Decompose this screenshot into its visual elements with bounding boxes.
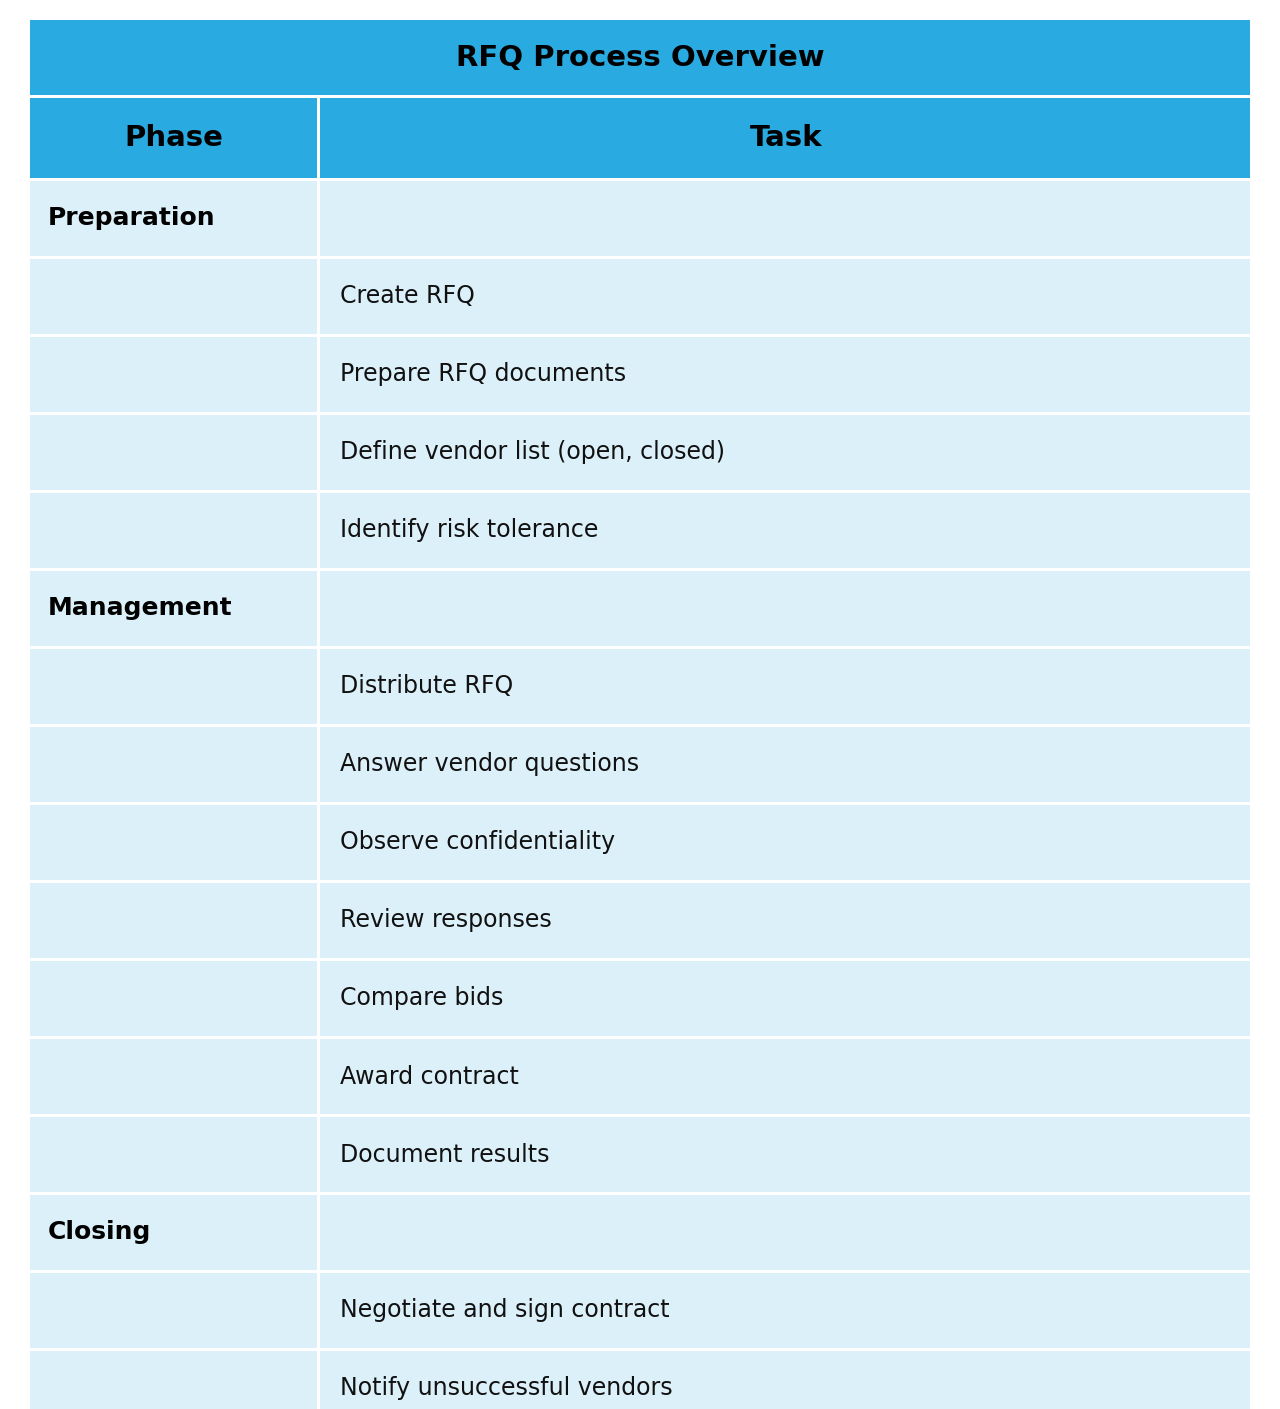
Text: Negotiate and sign contract: Negotiate and sign contract [339, 1299, 669, 1323]
Bar [320, 493, 1251, 568]
Bar [316, 1117, 320, 1192]
Bar [316, 571, 320, 645]
Text: Prepare RFQ documents: Prepare RFQ documents [339, 362, 626, 386]
Bar [29, 1117, 316, 1192]
Text: Distribute RFQ: Distribute RFQ [339, 675, 513, 699]
Bar [29, 1348, 1251, 1351]
Bar [29, 1272, 316, 1348]
Bar [316, 1351, 320, 1409]
Bar [29, 883, 316, 958]
Bar [320, 727, 1251, 802]
Bar [29, 490, 1251, 493]
Bar [316, 337, 320, 411]
Bar [316, 416, 320, 490]
Bar [29, 727, 316, 802]
Text: Phase: Phase [124, 124, 223, 152]
Text: Answer vendor questions: Answer vendor questions [339, 752, 639, 776]
Bar [316, 99, 320, 178]
Bar [320, 1351, 1251, 1409]
Text: Compare bids: Compare bids [339, 986, 503, 1010]
Text: Notify unsuccessful vendors: Notify unsuccessful vendors [339, 1377, 672, 1401]
Bar [29, 416, 316, 490]
Bar [320, 650, 1251, 724]
Bar [29, 178, 1251, 180]
Bar [29, 881, 1251, 883]
Bar [29, 180, 316, 256]
Bar [316, 1195, 320, 1270]
Bar [29, 99, 1251, 178]
Bar [29, 334, 1251, 337]
Bar [29, 20, 1251, 94]
Bar [29, 802, 1251, 805]
Bar [320, 416, 1251, 490]
Bar [320, 805, 1251, 881]
Bar [29, 1351, 316, 1409]
Bar [29, 411, 1251, 416]
Bar [320, 1272, 1251, 1348]
Bar [29, 645, 1251, 650]
Bar [316, 1038, 320, 1115]
Bar [316, 805, 320, 881]
Text: Award contract: Award contract [339, 1065, 518, 1089]
Bar [29, 1195, 316, 1270]
Bar [316, 961, 320, 1036]
Text: Define vendor list (open, closed): Define vendor list (open, closed) [339, 441, 724, 465]
Bar [29, 337, 316, 411]
Bar [29, 94, 1251, 99]
Text: Create RFQ: Create RFQ [339, 285, 475, 309]
Bar [320, 1117, 1251, 1192]
Bar [316, 883, 320, 958]
Text: Review responses: Review responses [339, 909, 552, 933]
Bar [316, 259, 320, 334]
Bar [320, 1195, 1251, 1270]
Bar [316, 650, 320, 724]
Text: Observe confidentiality: Observe confidentiality [339, 830, 614, 854]
Bar [29, 961, 316, 1036]
Bar [320, 961, 1251, 1036]
Bar [320, 571, 1251, 645]
Bar [320, 883, 1251, 958]
Text: Management: Management [49, 596, 233, 620]
Bar [29, 724, 1251, 727]
Bar [29, 1115, 1251, 1117]
Text: Closing: Closing [49, 1220, 151, 1244]
Bar [29, 958, 1251, 961]
Text: Preparation: Preparation [49, 207, 215, 231]
Bar [29, 1192, 1251, 1195]
Text: Task: Task [750, 124, 823, 152]
Bar [29, 1038, 316, 1115]
Bar [316, 493, 320, 568]
Bar [29, 493, 316, 568]
Text: Identify risk tolerance: Identify risk tolerance [339, 519, 598, 542]
Bar [29, 1036, 1251, 1038]
Bar [320, 337, 1251, 411]
Bar [29, 256, 1251, 259]
Bar [29, 259, 316, 334]
Bar [29, 805, 316, 881]
Bar [29, 568, 1251, 571]
Bar [320, 1038, 1251, 1115]
Bar [29, 1270, 1251, 1272]
Bar [316, 180, 320, 256]
Bar [29, 571, 316, 645]
Bar [29, 650, 316, 724]
Bar [316, 1272, 320, 1348]
Bar [320, 180, 1251, 256]
Bar [316, 727, 320, 802]
Text: RFQ Process Overview: RFQ Process Overview [456, 44, 824, 72]
Text: Document results: Document results [339, 1143, 549, 1167]
Bar [320, 259, 1251, 334]
